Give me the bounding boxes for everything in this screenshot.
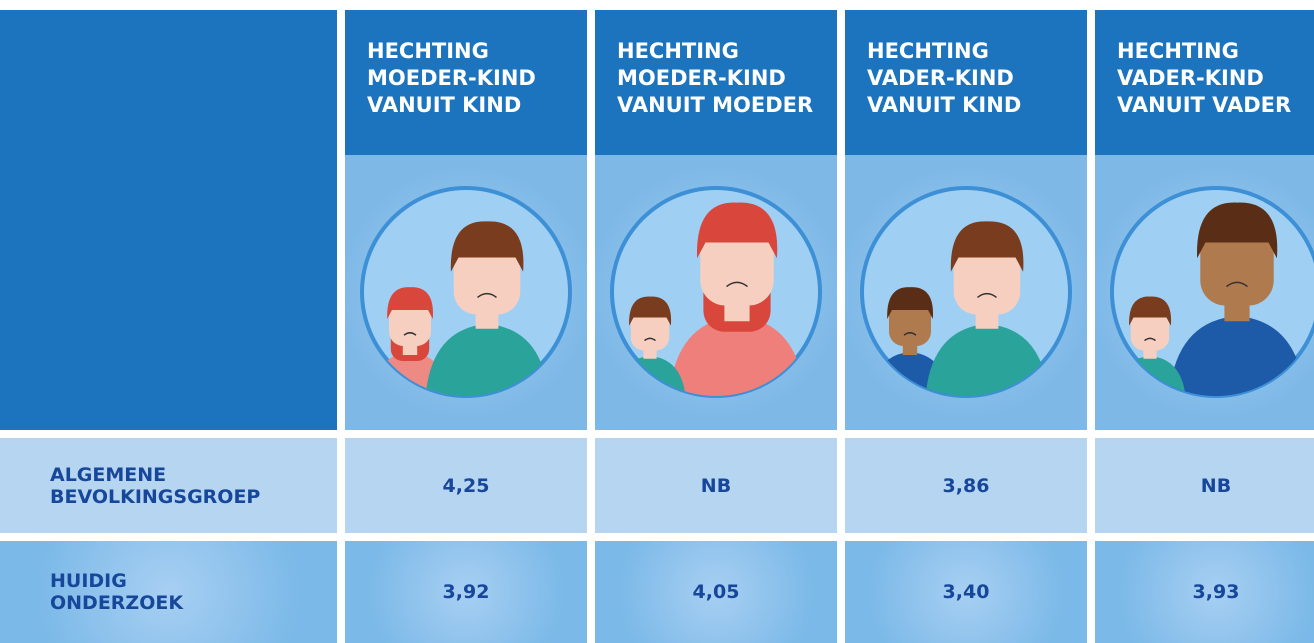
illustration-art [860, 186, 1072, 398]
corner-cell [0, 10, 337, 430]
text-line: ONDERZOEK [50, 592, 184, 614]
illustration-art [610, 186, 822, 398]
text-line: ALGEMENE [50, 463, 167, 486]
text-line: VANUIT VADER [1117, 93, 1292, 117]
cell-value: NB [1095, 438, 1314, 533]
row-label: ALGEMENE BEVOLKINGSGROEP [0, 438, 337, 533]
illustration [845, 155, 1087, 430]
text-line: BEVOLKINGSGROEP [50, 485, 261, 508]
cell-value: 3,93 [1095, 541, 1314, 643]
text-line: VANUIT KIND [867, 93, 1022, 117]
cell-value: 3,40 [845, 541, 1087, 643]
text-line: VANUIT MOEDER [617, 93, 814, 117]
illustration [595, 155, 837, 430]
cell-value: 3,86 [845, 438, 1087, 533]
text-line: MOEDER-KIND [617, 66, 786, 90]
illustration-art [1110, 186, 1314, 398]
column-header: HECHTING MOEDER-KIND VANUIT KIND [345, 10, 587, 155]
text-line: HECHTING [367, 39, 489, 63]
text-line: HECHTING [867, 39, 989, 63]
cell-value: NB [595, 438, 837, 533]
row-label: HUIDIG ONDERZOEK [0, 541, 337, 643]
cell-value: 4,05 [595, 541, 837, 643]
text-line: MOEDER-KIND [367, 66, 536, 90]
illustration [1095, 155, 1314, 430]
column-header: HECHTING VADER-KIND VANUIT VADER [1095, 10, 1314, 155]
cell-value: 4,25 [345, 438, 587, 533]
text-line: VANUIT KIND [367, 93, 522, 117]
text-line: HECHTING [617, 39, 739, 63]
column-header: HECHTING VADER-KIND VANUIT KIND [845, 10, 1087, 155]
text-line: HUIDIG [50, 570, 127, 592]
illustration-art [360, 186, 572, 398]
text-line: VADER-KIND [1117, 66, 1264, 90]
column-header: HECHTING MOEDER-KIND VANUIT MOEDER [595, 10, 837, 155]
text-line: HECHTING [1117, 39, 1239, 63]
illustration [345, 155, 587, 430]
text-line: VADER-KIND [867, 66, 1014, 90]
cell-value: 3,92 [345, 541, 587, 643]
